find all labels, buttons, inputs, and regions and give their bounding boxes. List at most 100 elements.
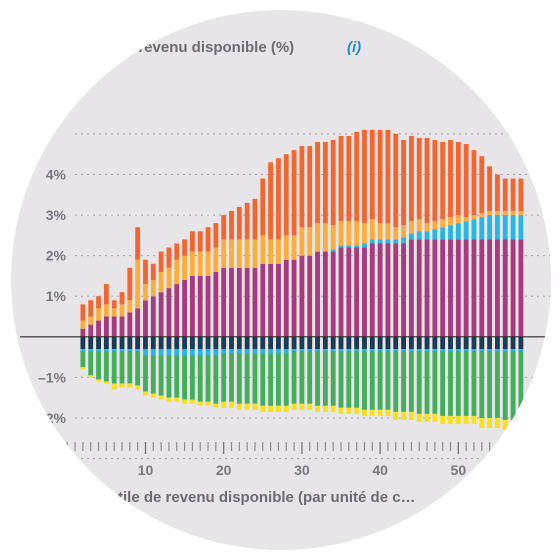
bar-segment [260,353,266,406]
bar-segment [463,239,469,337]
bar-segment [408,239,414,337]
bar-segment [315,348,320,352]
bar-segment [291,150,297,236]
bar-segment [268,353,274,406]
bar-segment [96,379,101,382]
bar-segment [236,267,242,337]
bar-segment [502,239,508,337]
bar-segment [416,413,422,423]
bar-segment [166,288,172,337]
bar-segment [424,413,430,423]
bar-segment [205,355,211,402]
bar-segment [495,174,500,212]
bar-segment [127,336,133,349]
bar-segment [393,411,399,420]
bar-segment [385,409,391,416]
bar-segment [103,336,109,349]
bar-segment [127,300,133,313]
bar-segment [127,383,133,388]
y-tick-label: 3% [46,207,67,223]
bar-segment [315,405,320,412]
y-tick-label: 2% [46,248,67,264]
bar-segment [260,178,266,236]
bar-segment [432,221,438,230]
bar-segment [487,211,493,216]
bar-segment [393,336,399,349]
bar-segment [252,267,258,337]
bar-segment [495,336,500,349]
bar-segment [440,351,446,416]
bar-segment [315,251,320,337]
bar-segment [346,135,352,222]
bar-segment [307,227,313,256]
bar-segment [291,259,297,337]
x-tick-label: 20 [216,462,232,478]
bar-segment [244,239,250,268]
bar-segment [393,351,399,412]
bar-segment [377,351,383,410]
bar-segment [510,336,516,349]
bar-segment [455,239,461,337]
bar-segment [518,215,524,240]
bar-segment [502,348,508,352]
bar-segment [455,348,461,352]
bar-segment [103,348,109,352]
bar-segment [189,275,195,337]
y-tick-label: –2% [38,410,67,426]
bar-segment [338,221,344,246]
bar-segment [424,231,430,240]
bar-segment [111,336,117,349]
bar-segment [291,235,297,260]
bar-segment [354,336,360,349]
bar-segment [197,355,203,402]
bar-segment [416,348,422,352]
bar-segment [440,239,446,337]
bar-segment [229,336,234,349]
bar-segment [471,415,477,425]
bar-segment [205,227,211,252]
bar-segment [158,251,164,272]
bar-segment [346,247,352,337]
bar-segment [495,215,500,240]
bar-segment [276,336,281,349]
bar-segment [408,135,414,222]
bar-segment [424,137,430,224]
bar-segment [119,348,125,352]
bar-segment [291,403,297,410]
bar-segment [182,355,188,400]
bar-segment [346,245,352,248]
bar-segment [189,336,195,349]
bar-segment [385,239,391,244]
bar-segment [416,231,422,240]
info-icon[interactable]: (i) [347,39,361,56]
bar-segment [510,420,516,431]
bar-segment [424,351,430,414]
bar-segment [377,239,383,244]
bar-segment [268,263,274,337]
bar-segment [440,336,446,349]
bar-segment [244,403,250,410]
bar-segment [229,239,234,268]
bar-segment [362,247,367,337]
bar-segment [354,348,360,352]
bar-segment [495,351,500,418]
y-tick-label: –3% [38,451,67,467]
bar-segment [260,405,266,412]
bar-segment [338,348,344,352]
bar-segment [401,411,406,420]
y-tick-label: –1% [38,369,67,385]
bar-segment [205,251,211,276]
bar-segment [236,353,242,404]
bar-segment [479,213,485,218]
bar-segment [80,367,86,370]
bar-segment [518,420,524,431]
bar-segment [362,129,367,224]
bar-segment [471,336,477,349]
bar-segment [236,206,242,240]
bar-segment [416,336,422,349]
x-axis-tick-labels: 10 20 30 40 50 [138,462,467,478]
bar-segment [221,267,227,337]
bar-segment [143,391,148,396]
bar-segment [189,399,195,404]
